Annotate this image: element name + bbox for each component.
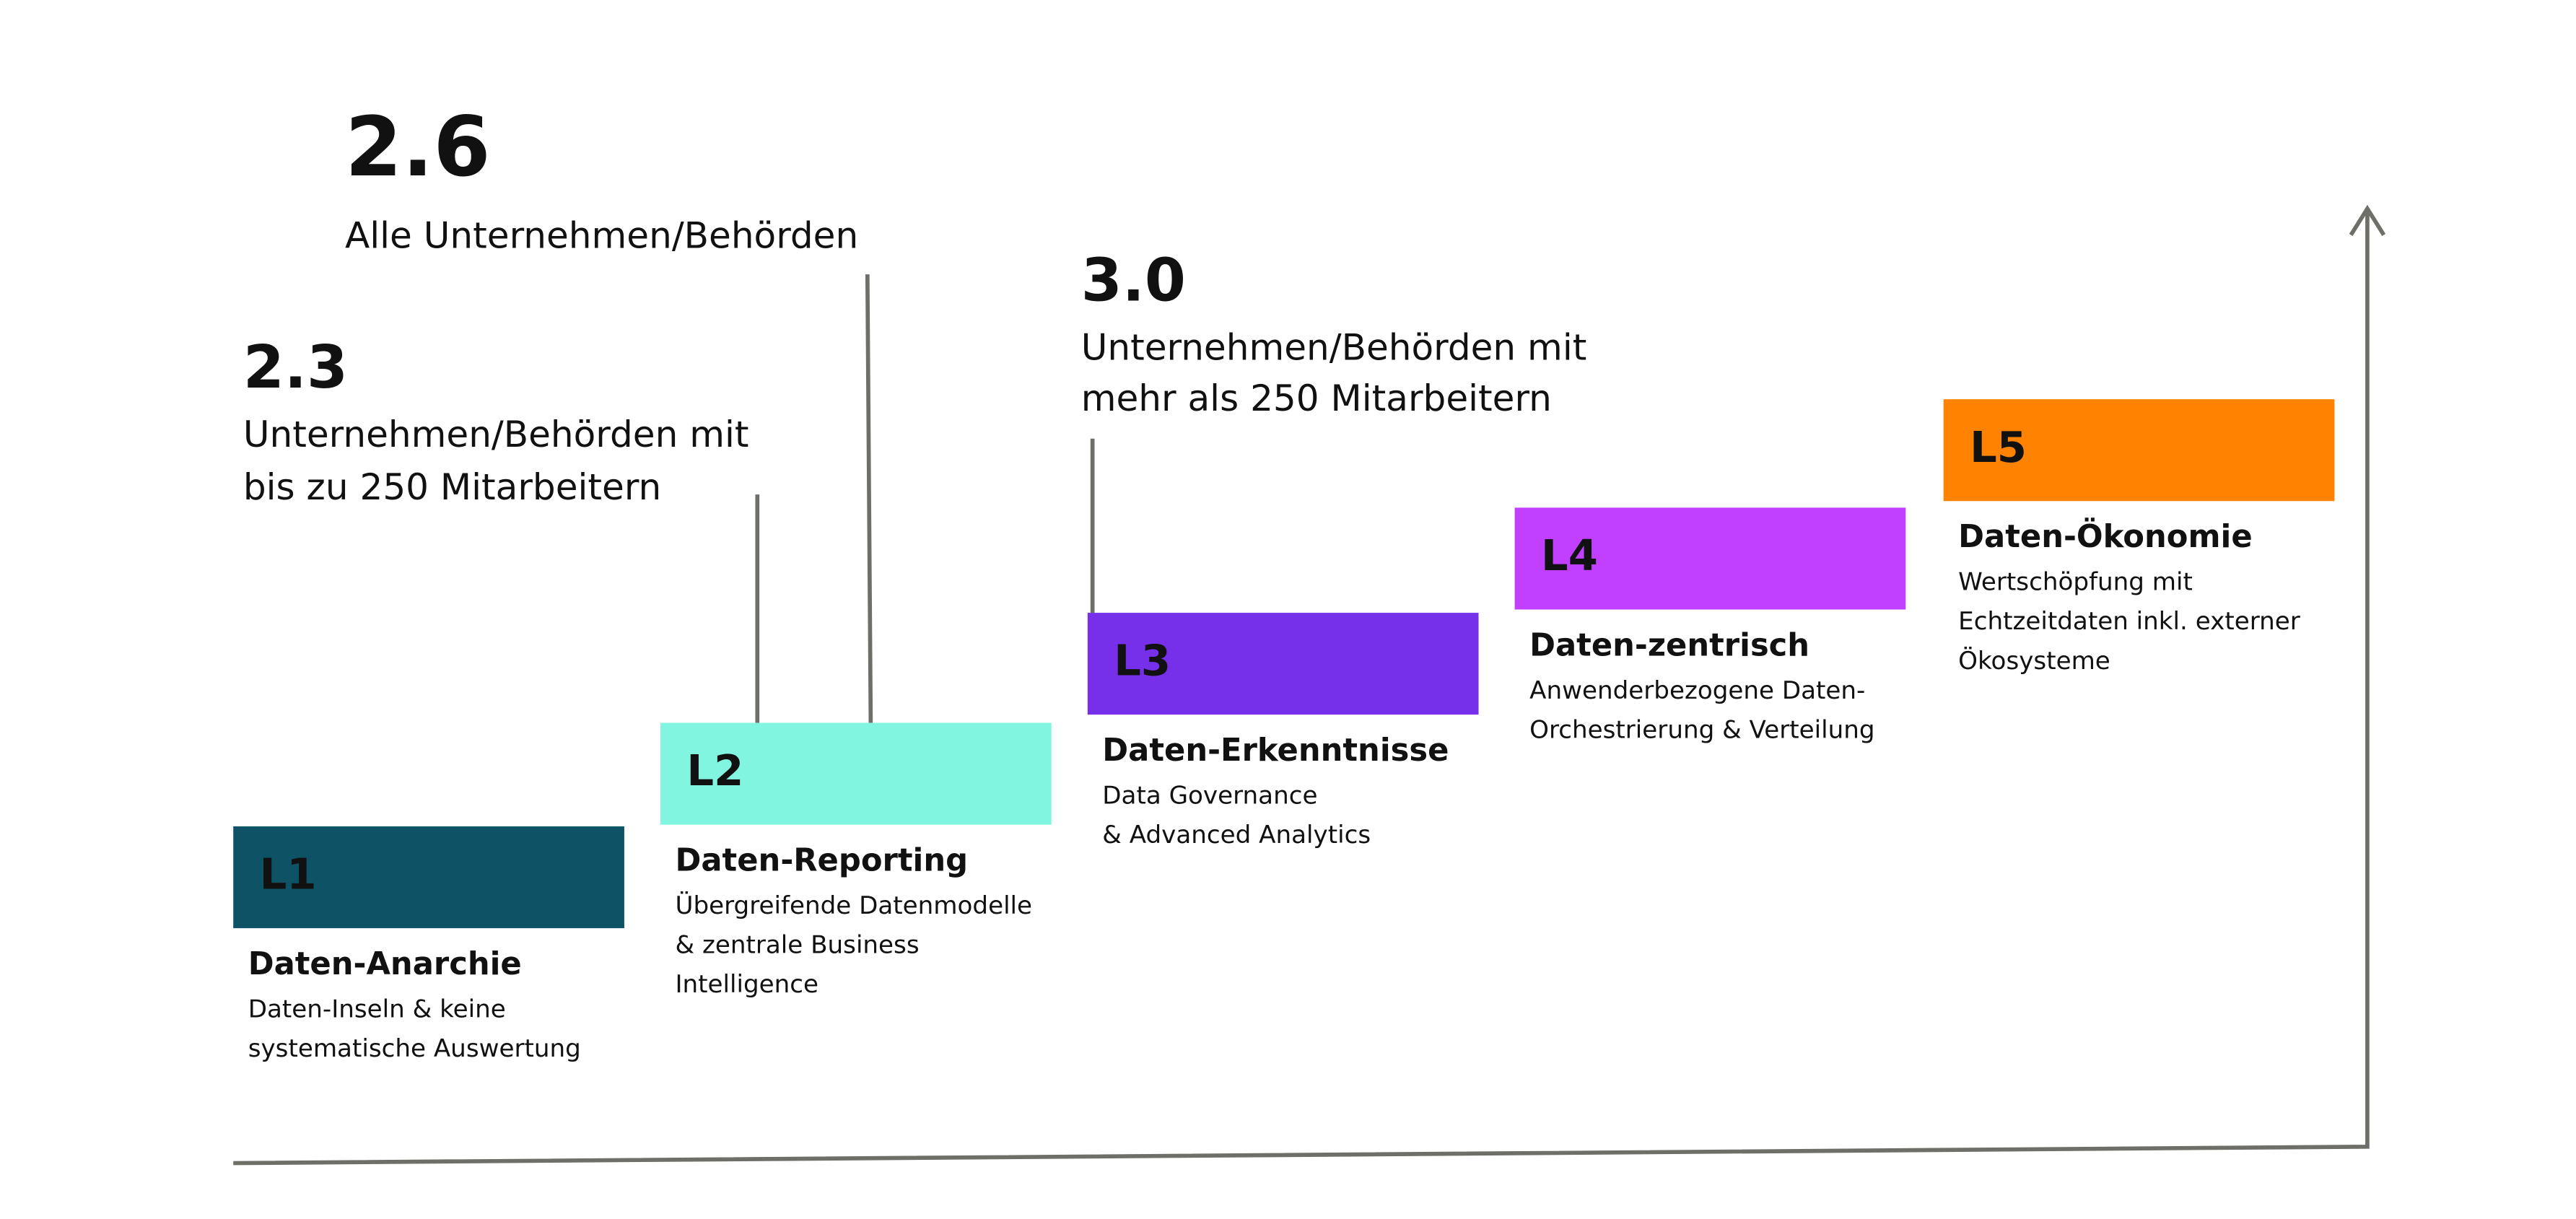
level-description: systematische Auswertung (248, 1034, 581, 1063)
callout-value: 2.3 (243, 333, 348, 402)
level-description: Intelligence (675, 970, 818, 999)
level-label: L1 (260, 849, 317, 899)
connectors (755, 274, 1095, 723)
level-label: L3 (1114, 636, 1171, 686)
level-box (660, 722, 1052, 825)
callout-text: Unternehmen/Behörden mit (243, 414, 749, 455)
level-description: Orchestrierung & Verteilung (1529, 715, 1874, 744)
level-box (233, 826, 624, 929)
callout-text: bis zu 250 Mitarbeitern (243, 466, 661, 508)
level-description: Wertschöpfung mit (1958, 568, 2193, 597)
axis (233, 204, 2386, 1166)
level-title: Daten-Erkenntnisse (1102, 733, 1449, 769)
level-box (1087, 613, 1479, 715)
level-label: L4 (1541, 530, 1598, 580)
level-description: Echtzeitdaten inkl. externer (1958, 607, 2301, 636)
level-description: Ökosysteme (1958, 646, 2110, 676)
callout-text: Alle Unternehmen/Behörden (345, 215, 858, 257)
level-description: & zentrale Business (675, 931, 919, 960)
callout-text: Unternehmen/Behörden mit (1081, 326, 1587, 368)
level-title: Daten-zentrisch (1529, 627, 1809, 663)
level-description: & Advanced Analytics (1102, 821, 1371, 849)
callout-value: 2.6 (345, 99, 491, 195)
level-box (1943, 399, 2335, 502)
level-title: Daten-Anarchie (248, 946, 522, 982)
connector (865, 274, 873, 723)
level-description: Übergreifende Datenmodelle (675, 891, 1032, 920)
level-label: L5 (1970, 422, 2027, 472)
axis-arrow (2349, 204, 2386, 237)
axis-line (233, 209, 2370, 1166)
level-description: Data Governance (1102, 781, 1317, 810)
level-title: Daten-Ökonomie (1958, 518, 2252, 555)
callout-value: 3.0 (1081, 246, 1186, 315)
level-label: L2 (686, 746, 743, 795)
level-description: Anwenderbezogene Daten- (1529, 676, 1865, 705)
level-box (1514, 507, 1906, 610)
level-description: Daten-Inseln & keine (248, 995, 506, 1023)
level-title: Daten-Reporting (675, 843, 968, 879)
callout-text: mehr als 250 Mitarbeitern (1081, 377, 1552, 419)
